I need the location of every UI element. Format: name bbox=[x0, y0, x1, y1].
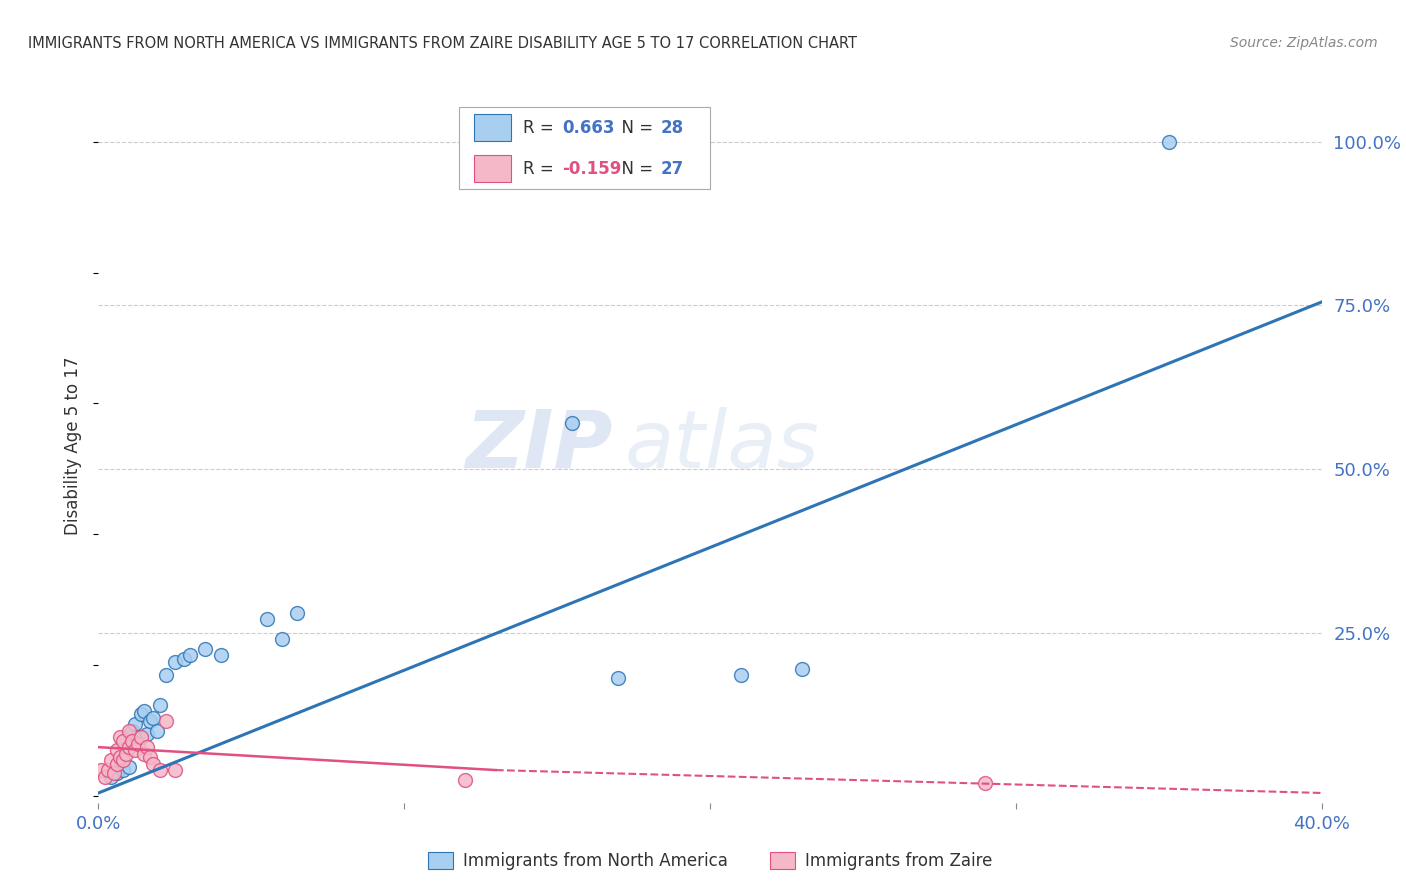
Point bbox=[103, 766, 125, 780]
Y-axis label: Disability Age 5 to 17: Disability Age 5 to 17 bbox=[65, 357, 83, 535]
Text: 27: 27 bbox=[661, 160, 685, 178]
Point bbox=[108, 731, 131, 745]
Point bbox=[561, 416, 583, 430]
Point bbox=[209, 648, 232, 663]
Point bbox=[256, 612, 278, 626]
Point bbox=[974, 776, 997, 790]
Point bbox=[173, 652, 195, 666]
Point bbox=[149, 763, 172, 777]
Point bbox=[163, 655, 186, 669]
Text: IMMIGRANTS FROM NORTH AMERICA VS IMMIGRANTS FROM ZAIRE DISABILITY AGE 5 TO 17 CO: IMMIGRANTS FROM NORTH AMERICA VS IMMIGRA… bbox=[28, 36, 858, 51]
Text: R =: R = bbox=[523, 160, 558, 178]
Point bbox=[111, 733, 134, 747]
Point bbox=[90, 763, 112, 777]
Point bbox=[194, 642, 217, 657]
Point bbox=[100, 753, 122, 767]
Point bbox=[111, 753, 134, 767]
Text: Source: ZipAtlas.com: Source: ZipAtlas.com bbox=[1230, 36, 1378, 50]
Text: -0.159: -0.159 bbox=[562, 160, 621, 178]
Point bbox=[129, 731, 152, 745]
Point bbox=[270, 632, 292, 647]
Point bbox=[118, 723, 141, 738]
Point bbox=[124, 743, 146, 757]
Point bbox=[127, 731, 149, 745]
Point bbox=[108, 750, 131, 764]
Point bbox=[139, 750, 162, 764]
Point bbox=[139, 714, 162, 728]
Point bbox=[155, 714, 177, 728]
FancyBboxPatch shape bbox=[474, 114, 510, 141]
Point bbox=[285, 606, 308, 620]
Text: ZIP: ZIP bbox=[465, 407, 612, 485]
Point bbox=[607, 672, 630, 686]
Point bbox=[149, 698, 172, 712]
Point bbox=[93, 770, 115, 784]
Point bbox=[730, 668, 752, 682]
Point bbox=[1157, 135, 1180, 149]
Point bbox=[790, 662, 813, 676]
Point bbox=[136, 727, 159, 741]
Point bbox=[145, 723, 167, 738]
Text: R =: R = bbox=[523, 119, 558, 136]
Point bbox=[136, 740, 159, 755]
Text: N =: N = bbox=[612, 119, 658, 136]
Point bbox=[115, 747, 138, 761]
FancyBboxPatch shape bbox=[460, 107, 710, 189]
Point bbox=[97, 763, 120, 777]
Point bbox=[121, 723, 143, 738]
Point bbox=[118, 760, 141, 774]
Legend: Immigrants from North America, Immigrants from Zaire: Immigrants from North America, Immigrant… bbox=[422, 845, 998, 877]
Point bbox=[100, 770, 122, 784]
FancyBboxPatch shape bbox=[474, 155, 510, 182]
Point bbox=[118, 740, 141, 755]
Point bbox=[105, 743, 128, 757]
Point bbox=[129, 707, 152, 722]
Point bbox=[142, 756, 165, 771]
Text: 28: 28 bbox=[661, 119, 685, 136]
Point bbox=[134, 747, 156, 761]
Point bbox=[105, 756, 128, 771]
Point bbox=[179, 648, 201, 663]
Point bbox=[121, 733, 143, 747]
Text: 0.663: 0.663 bbox=[562, 119, 614, 136]
Point bbox=[155, 668, 177, 682]
Point bbox=[105, 766, 128, 780]
Text: atlas: atlas bbox=[624, 407, 820, 485]
Point bbox=[134, 704, 156, 718]
Point bbox=[163, 763, 186, 777]
Point bbox=[142, 711, 165, 725]
Point bbox=[127, 737, 149, 751]
Point bbox=[454, 772, 477, 787]
Point bbox=[124, 717, 146, 731]
Point bbox=[111, 763, 134, 777]
Text: N =: N = bbox=[612, 160, 658, 178]
